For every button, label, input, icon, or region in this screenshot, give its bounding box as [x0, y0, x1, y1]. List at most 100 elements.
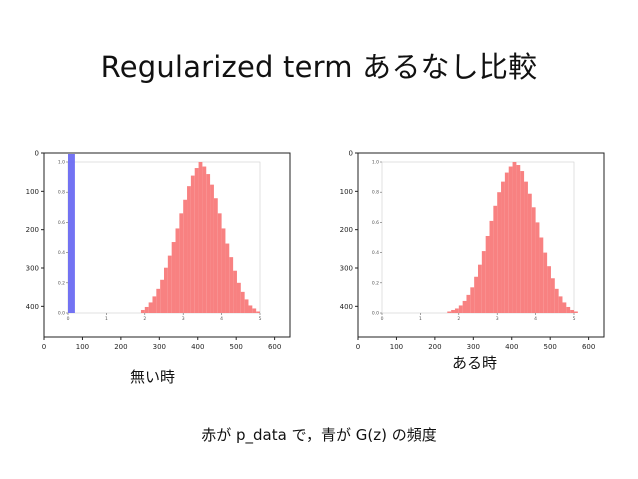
outer-x-tick-label: 0 — [42, 343, 46, 351]
histogram-bar-pdata — [524, 181, 528, 313]
histogram-bar-pdata — [225, 243, 230, 313]
histogram-bar-pdata — [527, 193, 532, 313]
outer-y-tick-label: 400 — [340, 303, 353, 311]
caption-left: 無い時 — [130, 368, 176, 386]
outer-x-tick-label: 600 — [582, 343, 595, 351]
inner-x-tick-label: 2 — [143, 316, 146, 322]
histogram-bar-pdata — [474, 276, 478, 313]
histogram-bar-pdata — [236, 282, 241, 313]
inner-x-tick-label: 0 — [67, 316, 70, 322]
histogram-bar-pdata — [543, 252, 548, 313]
chart-panel-left: 0 100 200 300 400 500 600 0 100 200 300 400 0 1 2 3 4 5 1.… — [20, 140, 302, 355]
outer-y-tick-label: 300 — [340, 265, 353, 273]
histogram-bar-pdata — [252, 308, 257, 313]
histogram-bar-pdata — [221, 228, 226, 313]
slide-title: Regularized term あるなし比較 — [100, 50, 538, 84]
histogram-bar-pdata — [175, 228, 180, 313]
histogram-bar-pdata — [156, 288, 161, 313]
outer-y-tick-label: 400 — [26, 303, 39, 311]
inner-y-tick-label: 0.6 — [58, 220, 65, 226]
inner-x-tick-label: 3 — [496, 316, 499, 322]
histogram-bar-pdata — [171, 242, 176, 313]
outer-x-tick-label: 200 — [428, 343, 441, 351]
outer-x-tick-label: 100 — [76, 343, 89, 351]
histogram-bar-pdata — [451, 309, 455, 313]
histogram-bar-pdata — [566, 306, 571, 313]
histogram-bar-pdata — [144, 306, 149, 313]
inner-y-tick-label: 1.0 — [372, 160, 379, 166]
histogram-bar-pdata — [248, 305, 253, 313]
outer-y-tick-label: 300 — [26, 265, 39, 273]
outer-x-tick-label: 100 — [390, 343, 403, 351]
outer-x-tick-label: 500 — [230, 343, 243, 351]
histogram-bar-gz — [68, 154, 75, 313]
histogram-chart-right: 0 100 200 300 400 500 600 0 100 200 300 400 0 1 2 3 4 5 1.… — [340, 150, 605, 351]
histogram-bar-pdata — [160, 279, 164, 313]
inner-x-tick-label: 2 — [457, 316, 460, 322]
histogram-bar-pdata — [466, 294, 471, 313]
histogram-bar-pdata — [164, 267, 168, 313]
inner-y-tick-label: 0.6 — [372, 220, 379, 226]
histogram-bar-pdata — [504, 172, 509, 313]
outer-y-tick-label: 0 — [349, 150, 353, 158]
outer-y-tick-label: 0 — [35, 150, 39, 158]
histogram-bar-pdata — [512, 162, 517, 313]
histogram-bar-pdata — [148, 302, 153, 313]
inner-x-tick-label: 1 — [105, 316, 108, 322]
outer-x-tick-label: 200 — [114, 343, 127, 351]
outer-x-tick-label: 300 — [467, 343, 480, 351]
histogram-bar-pdata — [550, 278, 555, 313]
histogram-bar-pdata — [152, 296, 157, 313]
outer-x-tick-label: 400 — [505, 343, 518, 351]
histogram-bar-pdata — [217, 213, 222, 313]
histogram-bar-pdata — [240, 291, 245, 313]
histogram-bar-pdata — [244, 299, 249, 313]
histogram-bar-pdata — [516, 165, 521, 313]
inner-y-tick-label: 1.0 — [58, 160, 65, 166]
outer-y-tick-label: 100 — [340, 188, 353, 196]
histogram-bar-pdata — [198, 162, 203, 313]
histogram-bar-pdata — [574, 311, 578, 313]
outer-x-tick-label: 400 — [191, 343, 204, 351]
histogram-bar-pdata — [183, 199, 188, 313]
outer-y-tick-label: 200 — [340, 226, 353, 234]
histogram-bar-pdata — [194, 168, 199, 313]
inner-x-tick-label: 1 — [419, 316, 422, 322]
inner-y-tick-label: 0.4 — [58, 250, 65, 256]
inner-x-tick-label: 5 — [259, 316, 262, 322]
histogram-bar-pdata — [485, 235, 490, 313]
inner-y-tick-label: 0.0 — [372, 311, 379, 317]
histogram-bar-pdata — [190, 175, 195, 313]
histogram-bar-pdata — [493, 205, 498, 313]
histogram-bar-pdata — [562, 302, 567, 313]
histogram-bar-pdata — [554, 288, 559, 313]
outer-x-tick-label: 500 — [544, 343, 557, 351]
histogram-bar-pdata — [497, 192, 502, 313]
histogram-bar-pdata — [558, 296, 563, 313]
caption-right: ある時 — [452, 354, 498, 372]
histogram-bar-pdata — [462, 300, 467, 313]
inner-x-tick-label: 3 — [182, 316, 185, 322]
histogram-bar-pdata — [478, 264, 482, 313]
inner-y-tick-label: 0.2 — [372, 280, 379, 286]
inner-x-tick-label: 0 — [381, 316, 384, 322]
histogram-bar-pdata — [481, 251, 486, 313]
histogram-bar-pdata — [535, 222, 540, 313]
histogram-bar-pdata — [520, 171, 525, 313]
histogram-bar-pdata — [539, 237, 544, 313]
histogram-bar-pdata — [206, 174, 211, 313]
histogram-bar-pdata — [454, 308, 459, 313]
histogram-bar-pdata — [489, 220, 494, 313]
histogram-bar-pdata — [229, 257, 234, 313]
histogram-bar-pdata — [256, 311, 260, 313]
histogram-bar-pdata — [447, 311, 452, 313]
histogram-bar-pdata — [458, 305, 463, 313]
inner-y-tick-label: 0.0 — [58, 311, 65, 317]
histogram-bar-pdata — [233, 270, 237, 313]
inner-x-tick-label: 5 — [573, 316, 576, 322]
histogram-bar-pdata — [547, 266, 551, 313]
histogram-bar-pdata — [210, 184, 214, 313]
histogram-bar-pdata — [179, 213, 184, 313]
histogram-bar-pdata — [531, 207, 536, 313]
outer-y-tick-label: 200 — [26, 226, 39, 234]
